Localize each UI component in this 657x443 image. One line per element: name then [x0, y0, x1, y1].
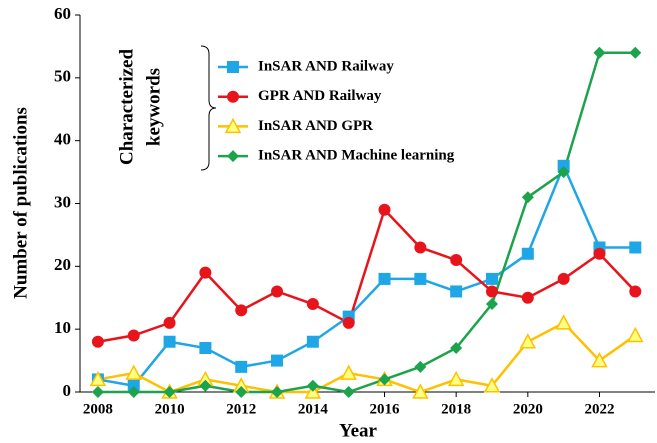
- data-point: [340, 364, 357, 380]
- x-tick-label: 2018: [441, 401, 471, 417]
- x-axis-title: Year: [339, 420, 378, 441]
- data-point: [521, 247, 534, 260]
- data-point: [593, 46, 606, 59]
- data-point: [450, 254, 463, 267]
- data-point: [593, 247, 606, 260]
- data-point: [485, 285, 498, 298]
- legend-label: GPR AND Railway: [258, 88, 382, 104]
- data-point: [127, 329, 140, 342]
- data-point: [235, 360, 248, 373]
- series-line: [97, 162, 636, 388]
- data-point: [629, 241, 642, 254]
- legend-label: InSAR AND GPR: [258, 118, 373, 134]
- data-point: [627, 326, 644, 343]
- x-tick-label: 2008: [83, 401, 113, 417]
- data-point: [414, 360, 427, 373]
- y-axis-title: Number of publications: [10, 107, 31, 299]
- data-point: [127, 379, 140, 392]
- data-point: [483, 377, 501, 393]
- x-tick-label: 2022: [584, 401, 614, 417]
- legend-label: InSAR AND Machine learning: [258, 148, 455, 164]
- series-line: [97, 321, 637, 394]
- y-tick-label: 40: [54, 130, 71, 149]
- x-tick-label: 2010: [155, 401, 185, 417]
- data-point: [271, 354, 284, 367]
- data-point: [378, 373, 391, 386]
- data-point: [629, 285, 642, 298]
- x-tick-label: 2014: [298, 401, 329, 417]
- data-point: [271, 386, 284, 398]
- data-point: [271, 285, 284, 298]
- data-point: [557, 159, 570, 172]
- data-point: [629, 46, 642, 59]
- data-point: [557, 166, 570, 179]
- data-point: [91, 335, 104, 348]
- data-point: [235, 304, 248, 317]
- data-point: [163, 386, 176, 398]
- legend-title: keywords: [143, 68, 164, 146]
- y-tick-label: 50: [54, 67, 71, 86]
- data-point: [89, 370, 107, 387]
- legend-marker: [224, 117, 242, 134]
- y-tick-label: 20: [54, 255, 71, 274]
- data-point: [91, 386, 104, 398]
- legend-marker: [227, 90, 239, 103]
- legend-label: InSAR AND Railway: [258, 58, 394, 74]
- data-point: [127, 386, 140, 398]
- data-point: [521, 291, 534, 304]
- data-point: [591, 352, 608, 368]
- data-point: [342, 316, 355, 329]
- data-point: [378, 272, 391, 285]
- y-tick-label: 0: [63, 381, 72, 400]
- data-point: [125, 364, 142, 380]
- y-tick-label: 60: [54, 4, 71, 23]
- y-tick-label: 10: [54, 318, 71, 337]
- series-line: [97, 207, 637, 343]
- data-point: [199, 266, 212, 279]
- data-point: [450, 285, 463, 298]
- legend-title: Characterized: [116, 49, 137, 165]
- x-tick-label: 2020: [513, 401, 543, 417]
- data-point: [485, 272, 498, 285]
- x-tick-label: 2016: [370, 401, 401, 417]
- data-point: [163, 335, 176, 348]
- data-point: [450, 342, 463, 355]
- data-point: [199, 342, 212, 355]
- legend-marker: [227, 61, 239, 73]
- data-point: [557, 272, 570, 285]
- data-point: [306, 335, 319, 348]
- data-point: [163, 316, 176, 329]
- data-point: [555, 314, 572, 330]
- data-point: [485, 298, 498, 311]
- x-tick-label: 2012: [226, 401, 256, 417]
- data-point: [235, 386, 248, 398]
- data-point: [378, 203, 391, 216]
- data-point: [521, 191, 534, 204]
- data-point: [519, 333, 537, 349]
- y-tick-label: 30: [54, 192, 71, 211]
- data-point: [306, 298, 319, 311]
- legend-brace: [200, 45, 217, 171]
- data-point: [306, 379, 319, 392]
- data-point: [342, 386, 355, 398]
- data-point: [414, 241, 427, 254]
- data-point: [412, 383, 429, 399]
- series-line: [97, 51, 636, 394]
- legend-marker: [227, 150, 239, 163]
- data-point: [199, 379, 212, 392]
- data-point: [447, 370, 465, 387]
- data-point: [414, 272, 427, 285]
